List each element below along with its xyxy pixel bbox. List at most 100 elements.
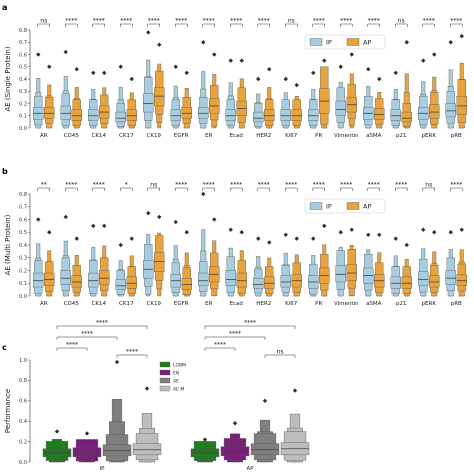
panel-b-box-ip-CD45-outlier — [63, 214, 68, 220]
panel-a-box-ap-HER2-outlier — [267, 67, 272, 72]
panel-a-ytick-label: 0.0 — [19, 126, 27, 132]
panel-b-box-ap-CK17-level-3 — [126, 276, 137, 289]
panel-a-sig-bracket — [175, 23, 188, 27]
panel-a-category-label: pRB — [451, 133, 462, 139]
panel-c-box-IP-AE-outlier — [114, 359, 120, 365]
panel-b-box-ip-pERK-level-3 — [418, 271, 429, 286]
panel-b-box-ip-CK19-outlier — [146, 210, 151, 216]
panel-c-ytick-label: 1.0 — [19, 358, 27, 364]
panel-a-box-ip-p21-outlier — [393, 70, 398, 76]
panel-b-sig-label: **** — [230, 182, 242, 189]
panel-b-box-ap-EGFR-outlier — [184, 230, 189, 235]
panel-c-category-label: AP — [246, 466, 254, 472]
panel-a-box-ip-CK17-outlier — [118, 64, 123, 69]
panel-a-box-ip-Ecad-level-3 — [225, 109, 236, 121]
panel-b-sig-label: **** — [203, 182, 215, 189]
panel-a-box-ip-PR-outlier — [311, 70, 316, 76]
panel-a-box-ip-pRB-outlier — [448, 40, 453, 45]
panel-b-box-ip-EGFR-outlier — [173, 219, 178, 225]
panel-a-sig-bracket — [230, 23, 243, 27]
panel-c-sig-bracket — [116, 354, 148, 358]
panel-a-category-label: ER — [205, 133, 212, 139]
panel-b-box-ip-HER2-outlier — [256, 236, 261, 241]
panel-a-box-ap-Ki67-level-3 — [291, 109, 302, 121]
panel-b-ytick-label: 0.1 — [19, 281, 27, 287]
panel-b-box-ip-Ki67-outlier — [283, 232, 288, 237]
panel-b-box-ap-HER2-outlier — [267, 240, 272, 245]
panel-a-box-ap-AR-level-3 — [44, 106, 55, 119]
panel-a-sig-label: **** — [340, 18, 352, 25]
panel-b-box-ap-PR-outlier — [322, 223, 327, 229]
panel-a-box-ap-CK17-level-3 — [126, 109, 137, 121]
panel-b-category-label: HER2 — [256, 301, 271, 307]
panel-b-sig-label: **** — [313, 182, 325, 189]
panel-a-box-ap-AR-outlier — [47, 64, 52, 69]
panel-a-sig-bracket — [92, 23, 105, 27]
panel-a-sig-label: **** — [120, 18, 132, 25]
panel-b-ytick-label: 0.6 — [19, 217, 27, 223]
panel-b-sig-label: **** — [340, 182, 352, 189]
panel-a-sig-bracket — [395, 23, 408, 27]
panel-c-ytick-label: 0.0 — [19, 460, 27, 466]
panel-c-legend-swatch — [159, 385, 171, 392]
panel-b-box-ip-p21-outlier — [393, 236, 398, 241]
panel-b-ylabel: AE (Multi Protein) — [4, 214, 12, 275]
panel-a-box-ip-Vimentin-level-3 — [335, 100, 346, 116]
panel-a-box-ap-HER2-level-3 — [264, 109, 275, 121]
panel-a-box-ip-ER-level-3 — [198, 106, 209, 119]
panel-a-sig-bracket — [340, 23, 353, 27]
panel-a-box-ip-Ki67-level-3 — [280, 109, 291, 121]
panel-b-legend-label-ap: AP — [363, 203, 371, 211]
panel-b-sig-label: **** — [395, 182, 407, 189]
panel-b-sig-bracket — [395, 187, 408, 191]
panel-a-ytick-label: 0.7 — [19, 40, 27, 46]
panel-a-sig-bracket — [450, 23, 463, 27]
panel-a-box-ap-PR-outlier — [322, 58, 327, 63]
panel-a-sig-bracket — [285, 23, 298, 27]
panel-c-label: c — [2, 343, 7, 352]
panel-a-box-ap-pERK-level-3 — [429, 104, 440, 119]
panel-a-category-label: AR — [40, 133, 48, 139]
panel-b-box-ap-pERK-outlier — [432, 230, 437, 235]
panel-a-box-ip-Ecad-outlier — [228, 58, 233, 63]
panel-c-ytick-label: 0.2 — [19, 439, 27, 445]
panel-c-sig-bracket — [56, 325, 148, 329]
panel-b-box-ip-AR-outlier — [36, 217, 41, 222]
panel-b-category-label: Vimentin — [334, 301, 359, 307]
panel-b-box-ap-EGFR-level-3 — [181, 277, 192, 290]
panel-b-ytick-label: 0.0 — [19, 294, 27, 300]
panel-a-sig-label: **** — [65, 18, 77, 25]
panel-b-sig-bracket — [312, 187, 325, 191]
panel-a-sig-bracket — [65, 23, 78, 27]
panel-a-sig-label: ns — [40, 18, 47, 25]
panel-b-sig-label: **** — [175, 182, 187, 189]
panel-c-ytick-label: 0.6 — [19, 399, 27, 405]
panel-b-box-ip-Ecad-outlier — [228, 227, 233, 232]
panel-b-box-ip-Ki67-level-3 — [280, 275, 291, 288]
panel-a-box-ap-CK19-outlier — [157, 42, 162, 47]
panel-a-box-ip-pRB-level-3 — [445, 103, 456, 118]
panel-b-box-ip-Vimentin-level-3 — [335, 265, 346, 283]
panel-c-sig-label: ns — [277, 349, 284, 356]
panel-a-sig-label: **** — [313, 18, 325, 25]
panel-b-ytick-label: 0.4 — [19, 243, 27, 249]
panel-c-category-label: IP — [100, 466, 106, 472]
panel-b-box-ap-Vimentin-level-3 — [346, 263, 357, 281]
panel-a-category-label: Ecad — [230, 133, 243, 139]
panel-c-box-AP-EN-level-3 — [220, 446, 250, 457]
panel-b-sig-bracket — [92, 187, 105, 191]
panel-c-ytick-label: 0.4 — [19, 419, 27, 425]
panel-a-sig-bracket — [367, 23, 380, 27]
panel-a-box-ap-CK19-level-3 — [154, 87, 165, 107]
panel-a-category-label: CK14 — [92, 133, 107, 139]
panel-a-sig-label: ns — [398, 18, 405, 25]
panel-b-category-label: PR — [315, 301, 322, 307]
panel-a-legend-label-ip: IP — [326, 39, 332, 47]
panel-b-ytick-label: 0.5 — [19, 230, 27, 236]
panel-c-box-IP-LGBM-outlier — [54, 429, 60, 434]
panel-b-legend-swatch-ip — [309, 202, 323, 210]
panel-a-box-ip-Ki67-outlier — [283, 76, 288, 82]
panel-a-sig-label: **** — [203, 18, 215, 25]
panel-a-sig-label: **** — [93, 18, 105, 25]
